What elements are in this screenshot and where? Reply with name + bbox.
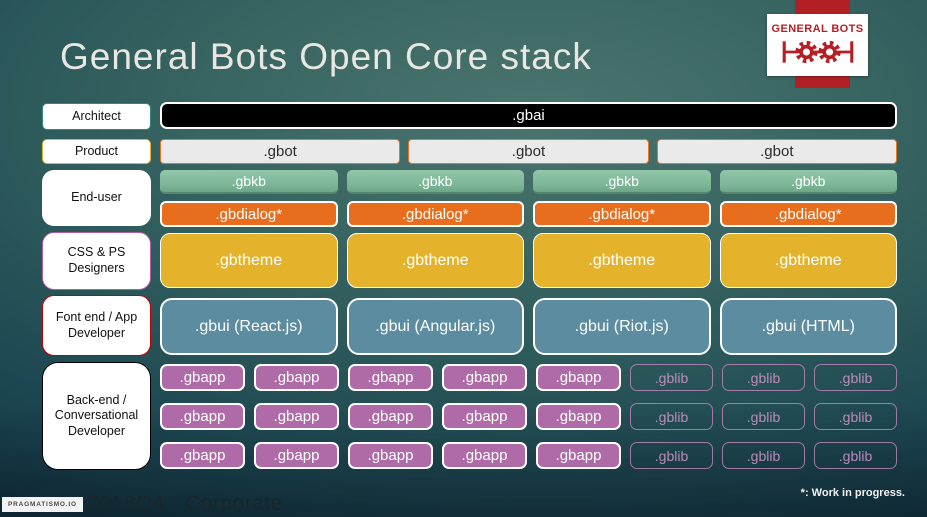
page-title: General Bots Open Core stack [60, 36, 592, 77]
row-gbtheme: .gbtheme .gbtheme .gbtheme .gbtheme [160, 233, 897, 288]
gblib-box: .gblib [722, 403, 805, 430]
row-label-backend: Back-end / Conversational Developer [42, 362, 151, 470]
double-gear-icon [782, 40, 853, 63]
gbai-box: .gbai [160, 102, 897, 129]
footer-caption: 2018Q4 - Corporate [87, 492, 283, 515]
row-backend-3: .gbapp .gbapp .gbapp .gbapp .gbapp .gbli… [160, 442, 897, 469]
gbapp-box: .gbapp [442, 442, 527, 469]
gbkb-box: .gbkb [533, 170, 711, 194]
gbkb-box: .gbkb [160, 170, 338, 194]
gbapp-box: .gbapp [348, 403, 433, 430]
gbapp-box: .gbapp [160, 442, 245, 469]
gbapp-box: .gbapp [160, 364, 245, 391]
gbapp-box: .gbapp [536, 403, 621, 430]
gblib-box: .gblib [722, 442, 805, 469]
gbtheme-box: .gbtheme [160, 233, 338, 288]
gbtheme-box: .gbtheme [533, 233, 711, 288]
gbot-box: .gbot [160, 139, 401, 164]
gbui-box: .gbui (React.js) [160, 298, 338, 355]
row-gbkb: .gbkb .gbkb .gbkb .gbkb [160, 170, 897, 194]
gbapp-box: .gbapp [536, 442, 621, 469]
gbui-box: .gbui (Angular.js) [346, 298, 524, 355]
row-label-architect: Architect [42, 103, 151, 130]
gbapp-box: .gbapp [442, 364, 527, 391]
gblib-box: .gblib [814, 403, 897, 430]
gbkb-box: .gbkb [719, 170, 897, 194]
gblib-box: .gblib [814, 364, 897, 391]
gbdialog-box: .gbdialog* [533, 201, 711, 227]
gbtheme-box: .gbtheme [346, 233, 524, 288]
gblib-box: .gblib [630, 403, 713, 430]
row-label-end-user: End-user [42, 170, 151, 226]
gbapp-box: .gbapp [160, 403, 245, 430]
gbtheme-box: .gbtheme [719, 233, 897, 288]
gblib-box: .gblib [722, 364, 805, 391]
gbapp-box: .gbapp [254, 442, 339, 469]
gbapp-box: .gbapp [348, 442, 433, 469]
row-backend-2: .gbapp .gbapp .gbapp .gbapp .gbapp .gbli… [160, 403, 897, 430]
logo: GENERAL BOTS [767, 14, 868, 76]
row-architect: .gbai [160, 102, 897, 129]
gbapp-box: .gbapp [254, 403, 339, 430]
row-label-frontend: Font end / App Developer [42, 295, 151, 356]
gblib-box: .gblib [630, 364, 713, 391]
row-gbdialog: .gbdialog* .gbdialog* .gbdialog* .gbdial… [160, 201, 897, 227]
row-label-product: Product [42, 139, 151, 164]
gbapp-box: .gbapp [348, 364, 433, 391]
gbui-box: .gbui (Riot.js) [533, 298, 711, 355]
row-product: .gbot .gbot .gbot [160, 139, 897, 164]
gblib-box: .gblib [630, 442, 713, 469]
gbdialog-box: .gbdialog* [346, 201, 524, 227]
gblib-box: .gblib [814, 442, 897, 469]
gbapp-box: .gbapp [442, 403, 527, 430]
row-backend-1: .gbapp .gbapp .gbapp .gbapp .gbapp .gbli… [160, 364, 897, 391]
gbapp-box: .gbapp [536, 364, 621, 391]
gbui-box: .gbui (HTML) [719, 298, 897, 355]
gbot-box: .gbot [656, 139, 897, 164]
gbkb-box: .gbkb [346, 170, 524, 194]
row-gbui: .gbui (React.js) .gbui (Angular.js) .gbu… [160, 298, 897, 355]
gbapp-box: .gbapp [254, 364, 339, 391]
logo-brand-text: GENERAL BOTS [771, 22, 864, 35]
gbot-box: .gbot [408, 139, 649, 164]
gbdialog-box: .gbdialog* [160, 201, 338, 227]
pragmatismo-badge: PRAGMATISMO.IO [2, 497, 83, 512]
work-in-progress-note: *: Work in progress. [800, 487, 905, 499]
gbdialog-box: .gbdialog* [719, 201, 897, 227]
row-label-designers: CSS & PS Designers [42, 232, 151, 290]
